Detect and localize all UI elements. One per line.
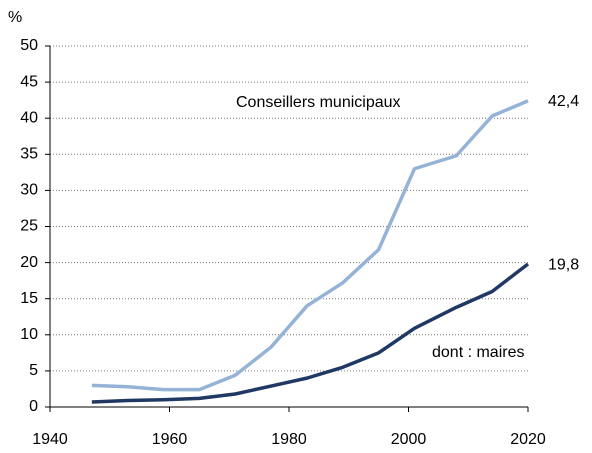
y-tick-label: 35	[20, 146, 38, 163]
series-line	[91, 99, 529, 392]
y-tick-label: 40	[20, 109, 38, 126]
y-tick-label: 5	[29, 362, 38, 379]
y-tick-label: 50	[20, 37, 38, 54]
y-tick-label: 45	[20, 73, 38, 90]
value-label: 42,4	[548, 93, 579, 110]
x-tick-label: 1940	[32, 431, 68, 448]
y-tick-label: 20	[20, 254, 38, 271]
value-label: 19,8	[548, 256, 579, 273]
y-tick-label: 30	[20, 182, 38, 199]
y-axis-label: %	[8, 9, 22, 26]
x-tick-label: 1980	[271, 431, 307, 448]
series-line	[91, 262, 530, 404]
y-tick-label: 15	[20, 290, 38, 307]
y-tick-label: 0	[29, 398, 38, 415]
x-tick-label: 1960	[152, 431, 188, 448]
series-label: dont : maires	[432, 344, 524, 361]
y-tick-label: 25	[20, 218, 38, 235]
x-tick-label: 2000	[391, 431, 427, 448]
x-tick-label: 2020	[510, 431, 546, 448]
series-label: Conseillers municipaux	[236, 94, 401, 111]
y-tick-label: 10	[20, 326, 38, 343]
